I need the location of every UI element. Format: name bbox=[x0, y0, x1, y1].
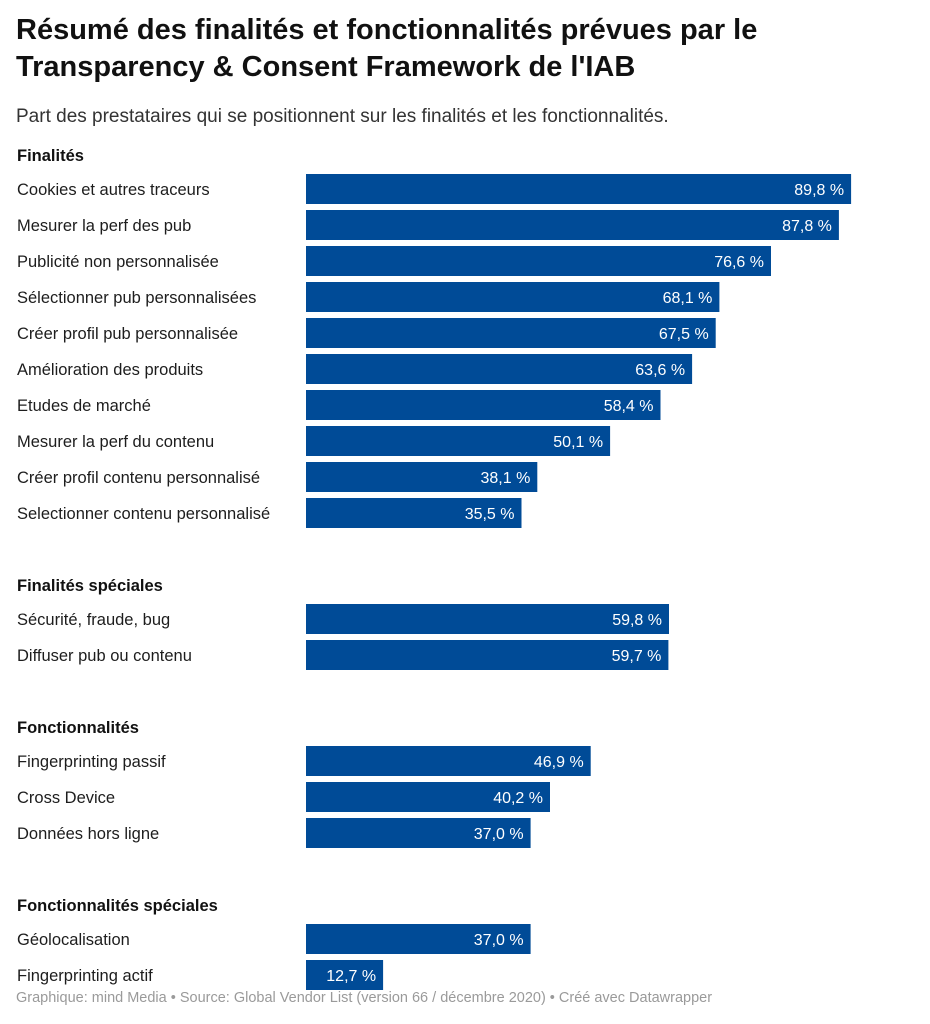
bar-value-label: 59,8 % bbox=[612, 612, 662, 629]
bar-value-label: 37,0 % bbox=[474, 932, 524, 949]
bar-finalites-5 bbox=[306, 354, 693, 384]
bar-fonctionnalites-1 bbox=[306, 782, 550, 812]
bar-value-label: 38,1 % bbox=[480, 470, 530, 487]
category-label: Créer profil contenu personnalisé bbox=[17, 469, 260, 487]
bar-fonctionnalites-speciales-1 bbox=[306, 960, 384, 990]
bar-finalites-9 bbox=[306, 498, 522, 528]
chart-title: Résumé des finalités et fonctionnalités … bbox=[16, 14, 758, 83]
bar-value-label: 89,8 % bbox=[794, 182, 844, 199]
bar-finalites-speciales-1 bbox=[306, 640, 669, 670]
bar-finalites-8 bbox=[306, 462, 538, 492]
source-note: Graphique: mind Media • Source: Global V… bbox=[16, 990, 713, 1006]
group-header-fonctionnalites-speciales: Fonctionnalités spéciales bbox=[17, 897, 218, 915]
bar-value-label: 59,7 % bbox=[612, 648, 662, 665]
chart-subtitle: Part des prestataires qui se positionnen… bbox=[16, 106, 669, 127]
group-header-finalites-speciales: Finalités spéciales bbox=[17, 577, 163, 595]
category-label: Amélioration des produits bbox=[17, 361, 203, 379]
bar-finalites-7 bbox=[306, 426, 611, 456]
bar-finalites-3 bbox=[306, 282, 720, 312]
category-label: Créer profil pub personnalisée bbox=[17, 325, 238, 343]
bar-value-label: 12,7 % bbox=[326, 968, 376, 985]
bar-finalites-0 bbox=[306, 174, 852, 204]
bar-finalites-speciales-0 bbox=[306, 604, 669, 634]
category-label: Sécurité, fraude, bug bbox=[17, 611, 170, 629]
bar-value-label: 46,9 % bbox=[534, 754, 584, 771]
bar-fonctionnalites-0 bbox=[306, 746, 591, 776]
bar-value-label: 50,1 % bbox=[553, 434, 603, 451]
category-label: Fingerprinting actif bbox=[17, 967, 153, 985]
bar-value-label: 67,5 % bbox=[659, 326, 709, 343]
bar-value-label: 76,6 % bbox=[714, 254, 764, 271]
bar-fonctionnalites-2 bbox=[306, 818, 531, 848]
category-label: Mesurer la perf du contenu bbox=[17, 433, 214, 451]
category-label: Mesurer la perf des pub bbox=[17, 217, 191, 235]
group-header-fonctionnalites: Fonctionnalités bbox=[17, 719, 139, 737]
bar-value-label: 40,2 % bbox=[493, 790, 543, 807]
bar-finalites-4 bbox=[306, 318, 716, 348]
bar-finalites-6 bbox=[306, 390, 661, 420]
bar-finalites-1 bbox=[306, 210, 839, 240]
bar-value-label: 35,5 % bbox=[465, 506, 515, 523]
bar-value-label: 63,6 % bbox=[635, 362, 685, 379]
category-label: Diffuser pub ou contenu bbox=[17, 647, 192, 665]
bar-value-label: 68,1 % bbox=[663, 290, 713, 307]
category-label: Publicité non personnalisée bbox=[17, 253, 219, 271]
category-label: Etudes de marché bbox=[17, 397, 151, 415]
bar-value-label: 58,4 % bbox=[604, 398, 654, 415]
category-label: Cross Device bbox=[17, 789, 115, 807]
bar-finalites-2 bbox=[306, 246, 771, 276]
bar-fonctionnalites-speciales-0 bbox=[306, 924, 531, 954]
category-label: Fingerprinting passif bbox=[17, 753, 166, 771]
group-header-finalites: Finalités bbox=[17, 147, 84, 165]
category-label: Cookies et autres traceurs bbox=[17, 181, 210, 199]
category-label: Géolocalisation bbox=[17, 931, 130, 949]
bar-value-label: 87,8 % bbox=[782, 218, 832, 235]
category-label: Données hors ligne bbox=[17, 825, 159, 843]
bar-value-label: 37,0 % bbox=[474, 826, 524, 843]
category-label: Sélectionner pub personnalisées bbox=[17, 289, 256, 307]
category-label: Selectionner contenu personnalisé bbox=[17, 505, 270, 523]
